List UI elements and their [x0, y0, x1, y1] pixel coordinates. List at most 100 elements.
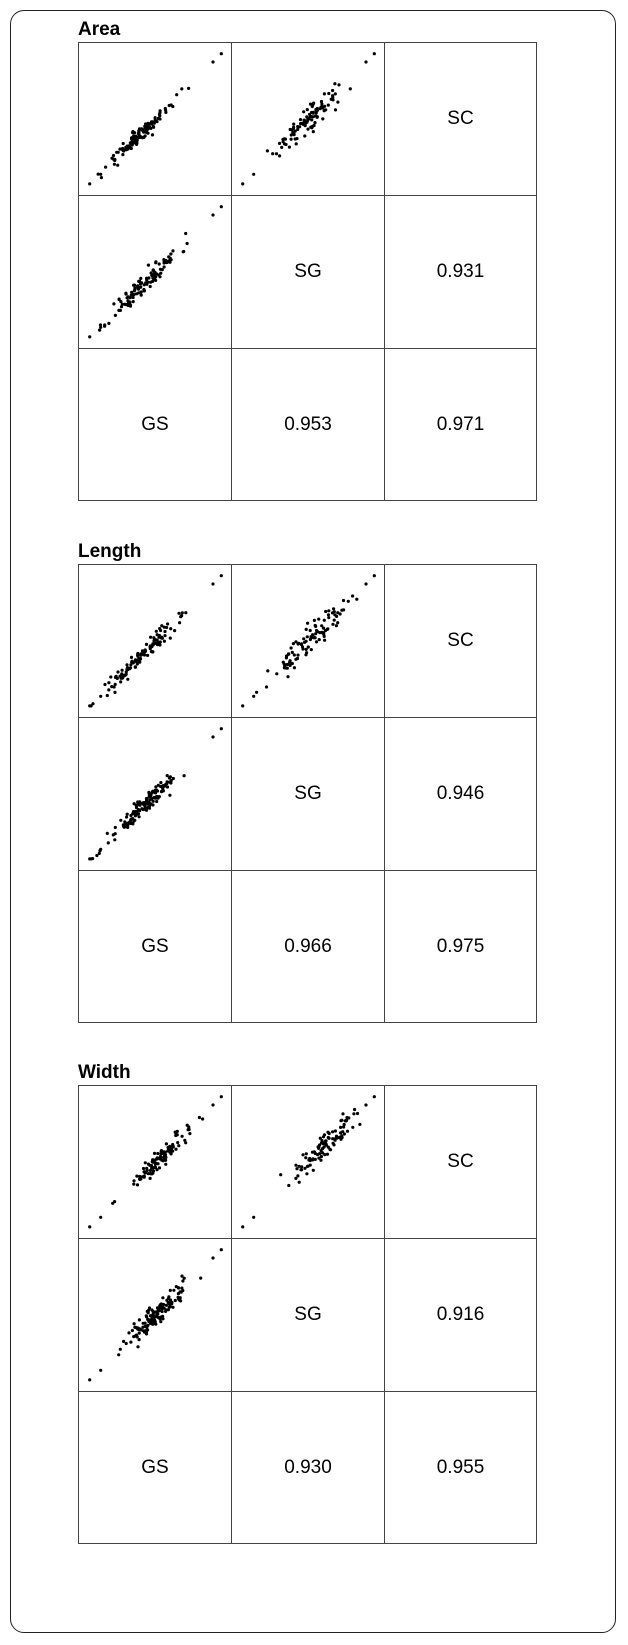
- scatter-point: [112, 302, 115, 305]
- scatter-point: [113, 1200, 116, 1203]
- scatter-point: [294, 137, 297, 140]
- scatter-point: [151, 650, 154, 653]
- scatter-point: [154, 260, 157, 263]
- scatter-point: [327, 104, 330, 107]
- scatter-point: [159, 109, 162, 112]
- scatter-point: [220, 727, 223, 730]
- correlation-value: 0.916: [385, 1239, 536, 1391]
- variable-label: SC: [385, 565, 536, 717]
- scatter-point: [315, 640, 318, 643]
- scatter-point: [293, 653, 296, 656]
- scatter-point: [347, 600, 350, 603]
- scatter-point: [169, 1298, 172, 1301]
- scatter-point: [335, 624, 338, 627]
- variable-label-cell: SC: [384, 1085, 537, 1238]
- scatter-point: [120, 305, 123, 308]
- scatter-point: [323, 639, 326, 642]
- scatter-point: [170, 1152, 173, 1155]
- scatter-point: [300, 643, 303, 646]
- scatter-point: [323, 1133, 326, 1136]
- scatter-point: [252, 695, 255, 698]
- scatter-point: [313, 619, 316, 622]
- scatter-point: [220, 574, 223, 577]
- scatter-point: [88, 857, 91, 860]
- scatter-point: [159, 640, 162, 643]
- scatter-point: [115, 151, 118, 154]
- scatter-point: [177, 612, 180, 615]
- scatter-point: [294, 1164, 297, 1167]
- scatter-point: [136, 1183, 139, 1186]
- scatter-point: [147, 264, 150, 267]
- scatter-point: [266, 149, 269, 152]
- scatter-point: [156, 1156, 159, 1159]
- scatter-point: [302, 637, 305, 640]
- scatter-point: [135, 804, 138, 807]
- scatter-point: [113, 163, 116, 166]
- scatter-point: [179, 615, 182, 618]
- scatter-point: [296, 128, 299, 131]
- scatter-point: [275, 672, 278, 675]
- scatter-point: [335, 1137, 338, 1140]
- panel-title: Width: [78, 1063, 131, 1083]
- scatter-point: [181, 1279, 184, 1282]
- scatter-point: [106, 694, 109, 697]
- scatter-point: [133, 1322, 136, 1325]
- scatter-point: [178, 621, 181, 624]
- scatter-point: [129, 1341, 132, 1344]
- scatter-point: [309, 629, 312, 632]
- scatter-plot: [79, 43, 231, 195]
- scatter-point: [304, 1156, 307, 1159]
- scatter-point: [295, 1167, 298, 1170]
- scatter-point: [160, 636, 163, 639]
- scatter-point: [278, 142, 281, 145]
- scatter-point: [343, 1123, 346, 1126]
- scatter-point: [305, 648, 308, 651]
- scatter-point: [139, 657, 142, 660]
- scatter-point: [289, 659, 292, 662]
- scatter-point: [127, 301, 130, 304]
- scatter-point: [174, 1148, 177, 1151]
- scatter-point: [331, 1130, 334, 1133]
- scatter-point: [309, 1164, 312, 1167]
- correlation-value: 0.966: [232, 871, 384, 1022]
- scatter-point: [166, 774, 169, 777]
- scatter-point: [316, 109, 319, 112]
- scatter-point: [171, 1146, 174, 1149]
- scatter-point: [164, 1151, 167, 1154]
- scatter-point: [171, 249, 174, 252]
- scatter-point: [134, 814, 137, 817]
- scatter-point: [211, 213, 214, 216]
- scatter-point: [150, 1308, 153, 1311]
- scatter-point: [323, 1153, 326, 1156]
- scatter-point: [320, 105, 323, 108]
- scatter-point: [130, 817, 133, 820]
- scatter-point: [122, 1340, 125, 1343]
- scatter-point: [165, 261, 168, 264]
- scatter-point: [144, 281, 147, 284]
- scatter-point: [125, 816, 128, 819]
- scatter-point: [165, 1299, 168, 1302]
- scatter-plot: [79, 196, 231, 348]
- scatter-point: [174, 1299, 177, 1302]
- correlation-value: 0.930: [232, 1392, 384, 1543]
- scatter-cell-gs-sc: [78, 564, 231, 717]
- scatter-point: [266, 669, 269, 672]
- scatter-point: [331, 89, 334, 92]
- correlation-cell: 0.955: [384, 1391, 537, 1544]
- scatter-point: [179, 1290, 182, 1293]
- scatter-point: [341, 1112, 344, 1115]
- scatter-point: [296, 654, 299, 657]
- scatter-point: [152, 278, 155, 281]
- variable-label: SG: [232, 1239, 384, 1391]
- scatter-point: [241, 1225, 244, 1228]
- scatter-point: [327, 92, 330, 95]
- scatter-point: [160, 624, 163, 627]
- scatter-point: [339, 1138, 342, 1141]
- scatter-point: [171, 1306, 174, 1309]
- scatter-point: [126, 824, 129, 827]
- scatter-point: [161, 1310, 164, 1313]
- scatter-point: [184, 1141, 187, 1144]
- scatter-point: [292, 642, 295, 645]
- scatter-point: [107, 841, 110, 844]
- scatter-point: [271, 152, 274, 155]
